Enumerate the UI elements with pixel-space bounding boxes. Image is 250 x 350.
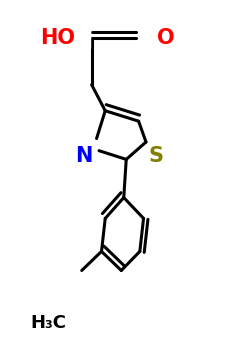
Bar <box>146 146 166 166</box>
Text: O: O <box>157 28 175 48</box>
Bar <box>29 312 68 333</box>
Text: H₃C: H₃C <box>30 314 66 331</box>
Text: HO: HO <box>40 28 76 48</box>
Text: S: S <box>148 146 164 166</box>
Bar <box>61 27 90 48</box>
Text: N: N <box>76 146 93 166</box>
Bar <box>74 146 94 166</box>
Bar <box>148 27 167 48</box>
